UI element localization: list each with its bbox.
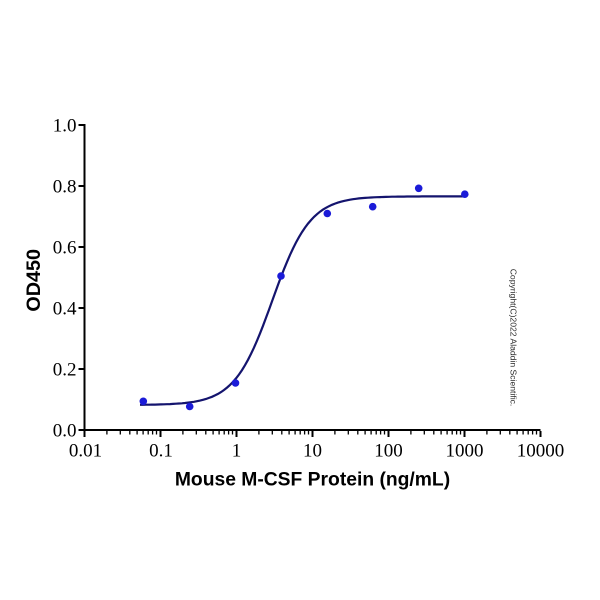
svg-text:0.4: 0.4: [53, 298, 77, 319]
svg-text:Copyright(C)2022 Aladdin Scien: Copyright(C)2022 Aladdin Scientific.: [508, 269, 518, 407]
svg-text:1.0: 1.0: [53, 115, 77, 136]
svg-text:Mouse M-CSF Protein (ng/mL): Mouse M-CSF Protein (ng/mL): [175, 469, 450, 490]
svg-text:0.2: 0.2: [53, 359, 77, 380]
svg-text:10000: 10000: [517, 441, 565, 462]
svg-text:0.01: 0.01: [69, 441, 102, 462]
svg-text:1: 1: [232, 441, 242, 462]
svg-text:OD450: OD450: [23, 249, 45, 312]
svg-text:0.0: 0.0: [53, 420, 77, 441]
svg-text:0.6: 0.6: [53, 237, 77, 258]
svg-text:0.1: 0.1: [149, 441, 173, 462]
svg-text:0.8: 0.8: [53, 176, 77, 197]
svg-text:10: 10: [303, 441, 322, 462]
svg-text:100: 100: [374, 441, 403, 462]
svg-text:1000: 1000: [446, 441, 484, 462]
